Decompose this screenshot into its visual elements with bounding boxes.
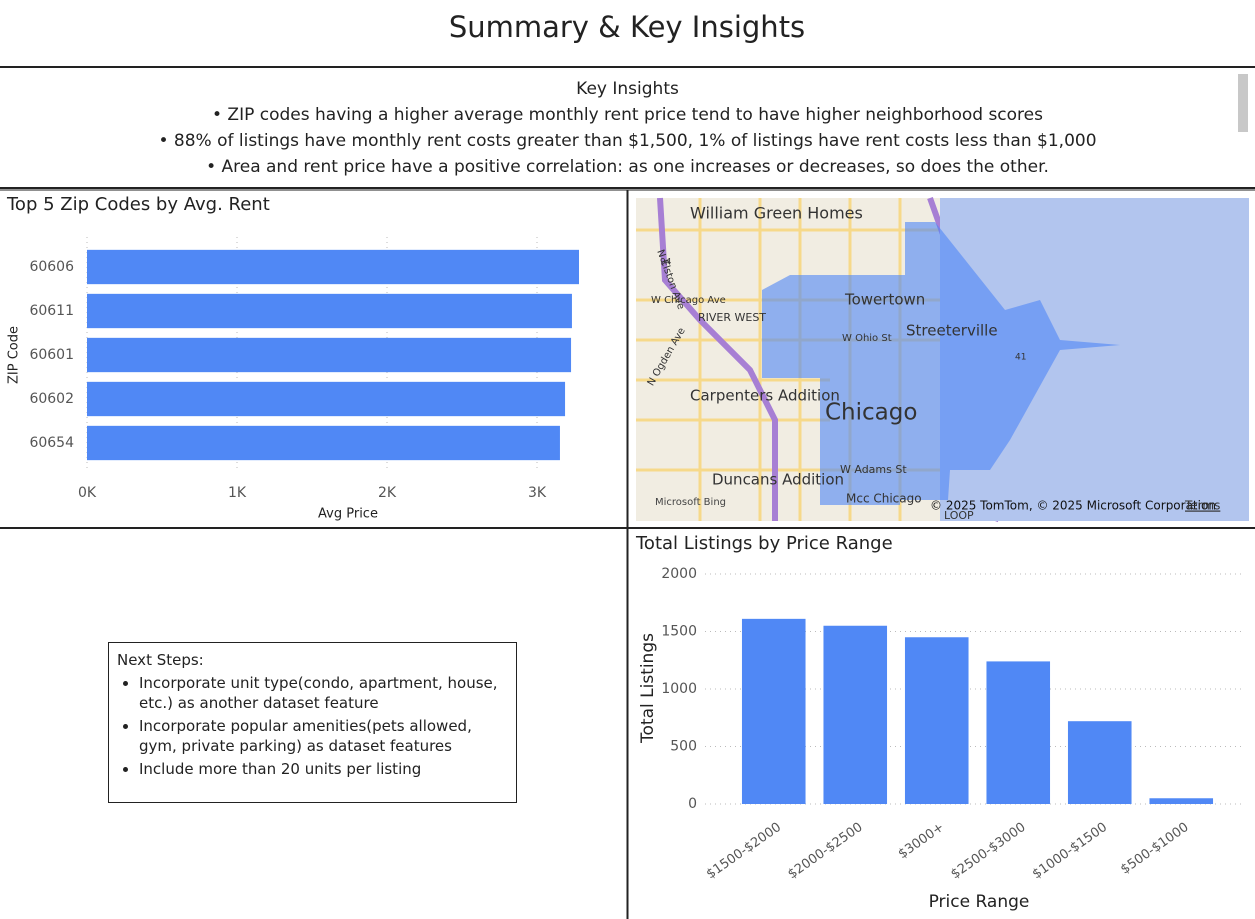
x-tick-label: 3K <box>528 485 547 501</box>
bar <box>87 425 560 461</box>
bar <box>87 337 572 373</box>
x-tick-label: 1K <box>228 485 247 501</box>
bar <box>87 249 579 285</box>
map-label: 41 <box>1015 353 1026 363</box>
y-axis-label: ZIP Code <box>7 326 22 384</box>
scrollbar[interactable] <box>1238 74 1248 132</box>
bar <box>904 637 969 804</box>
bar <box>1149 798 1214 804</box>
map-attribution: © 2025 TomTom, © 2025 Microsoft Corporat… <box>930 499 1216 513</box>
bar <box>986 661 1051 804</box>
bar <box>87 381 566 417</box>
y-axis-label: Total Listings <box>638 633 658 744</box>
x-tick-label: $3000+ <box>896 820 947 862</box>
next-step: Incorporate popular amenities(pets allow… <box>139 716 508 756</box>
bar <box>87 293 572 329</box>
map-label: 94 <box>660 258 672 268</box>
y-tick-label: 2000 <box>661 566 697 582</box>
y-tick-label: 60602 <box>29 391 74 407</box>
y-tick-label: 1000 <box>661 681 697 697</box>
map-label: W Adams St <box>840 463 907 476</box>
next-step: Incorporate unit type(condo, apartment, … <box>139 673 508 713</box>
bar <box>741 618 806 804</box>
x-tick-label: $2000-$2500 <box>785 820 865 882</box>
x-tick-label: $2500-$3000 <box>948 820 1028 882</box>
x-tick-label: $1500-$2000 <box>704 820 784 882</box>
next-steps-list: Incorporate unit type(condo, apartment, … <box>117 673 508 779</box>
insight: • ZIP codes having a higher average mont… <box>212 105 1043 125</box>
map-label: William Green Homes <box>690 204 863 223</box>
map-label: W Ohio St <box>842 333 892 344</box>
map-label: Carpenters Addition <box>690 387 840 405</box>
next-step: Include more than 20 units per listing <box>139 759 508 779</box>
next-steps-title: Next Steps: <box>117 651 204 669</box>
map-label: Mcc Chicago <box>846 492 922 506</box>
y-tick-label: 1500 <box>661 624 697 640</box>
y-tick-label: 0 <box>688 796 697 812</box>
x-axis-label: Avg Price <box>318 507 378 522</box>
chart-title: Top 5 Zip Codes by Avg. Rent <box>6 194 270 215</box>
x-axis-label: Price Range <box>929 892 1030 912</box>
bar <box>1067 721 1132 804</box>
map-region <box>762 222 1120 505</box>
map-label: Towertown <box>844 291 925 309</box>
insight: • Area and rent price have a positive co… <box>206 157 1049 177</box>
map-label: RIVER WEST <box>698 311 766 324</box>
map-label: W Chicago Ave <box>651 295 726 306</box>
x-tick-label: $1000-$1500 <box>1030 820 1110 882</box>
map[interactable]: William Green Homes Towertown Streetervill… <box>636 196 1249 523</box>
bar <box>823 625 888 804</box>
map-terms[interactable]: Terms <box>1184 499 1220 513</box>
x-tick-label: $500-$1000 <box>1118 820 1191 878</box>
y-tick-label: 60654 <box>29 435 74 451</box>
map-label: Chicago <box>825 400 917 426</box>
map-label: Streeterville <box>906 322 998 340</box>
x-tick-label: 0K <box>78 485 97 501</box>
insight: • 88% of listings have monthly rent cost… <box>158 131 1097 151</box>
y-tick-label: 60606 <box>29 259 74 275</box>
map-highway <box>657 197 778 521</box>
chart-title: Total Listings by Price Range <box>635 533 893 554</box>
map-label: LOOP <box>944 509 974 522</box>
y-tick-label: 500 <box>670 739 697 755</box>
x-tick-label: 2K <box>378 485 397 501</box>
next-steps: Next Steps: Incorporate unit type(condo,… <box>108 642 517 803</box>
insights-title: Key Insights <box>576 79 679 99</box>
y-tick-label: 60611 <box>29 303 74 319</box>
map-label: Duncans Addition <box>712 471 844 489</box>
y-tick-label: 60601 <box>29 347 74 363</box>
map-provider: Microsoft Bing <box>655 497 726 508</box>
page-title: Summary & Key Insights <box>449 10 805 44</box>
